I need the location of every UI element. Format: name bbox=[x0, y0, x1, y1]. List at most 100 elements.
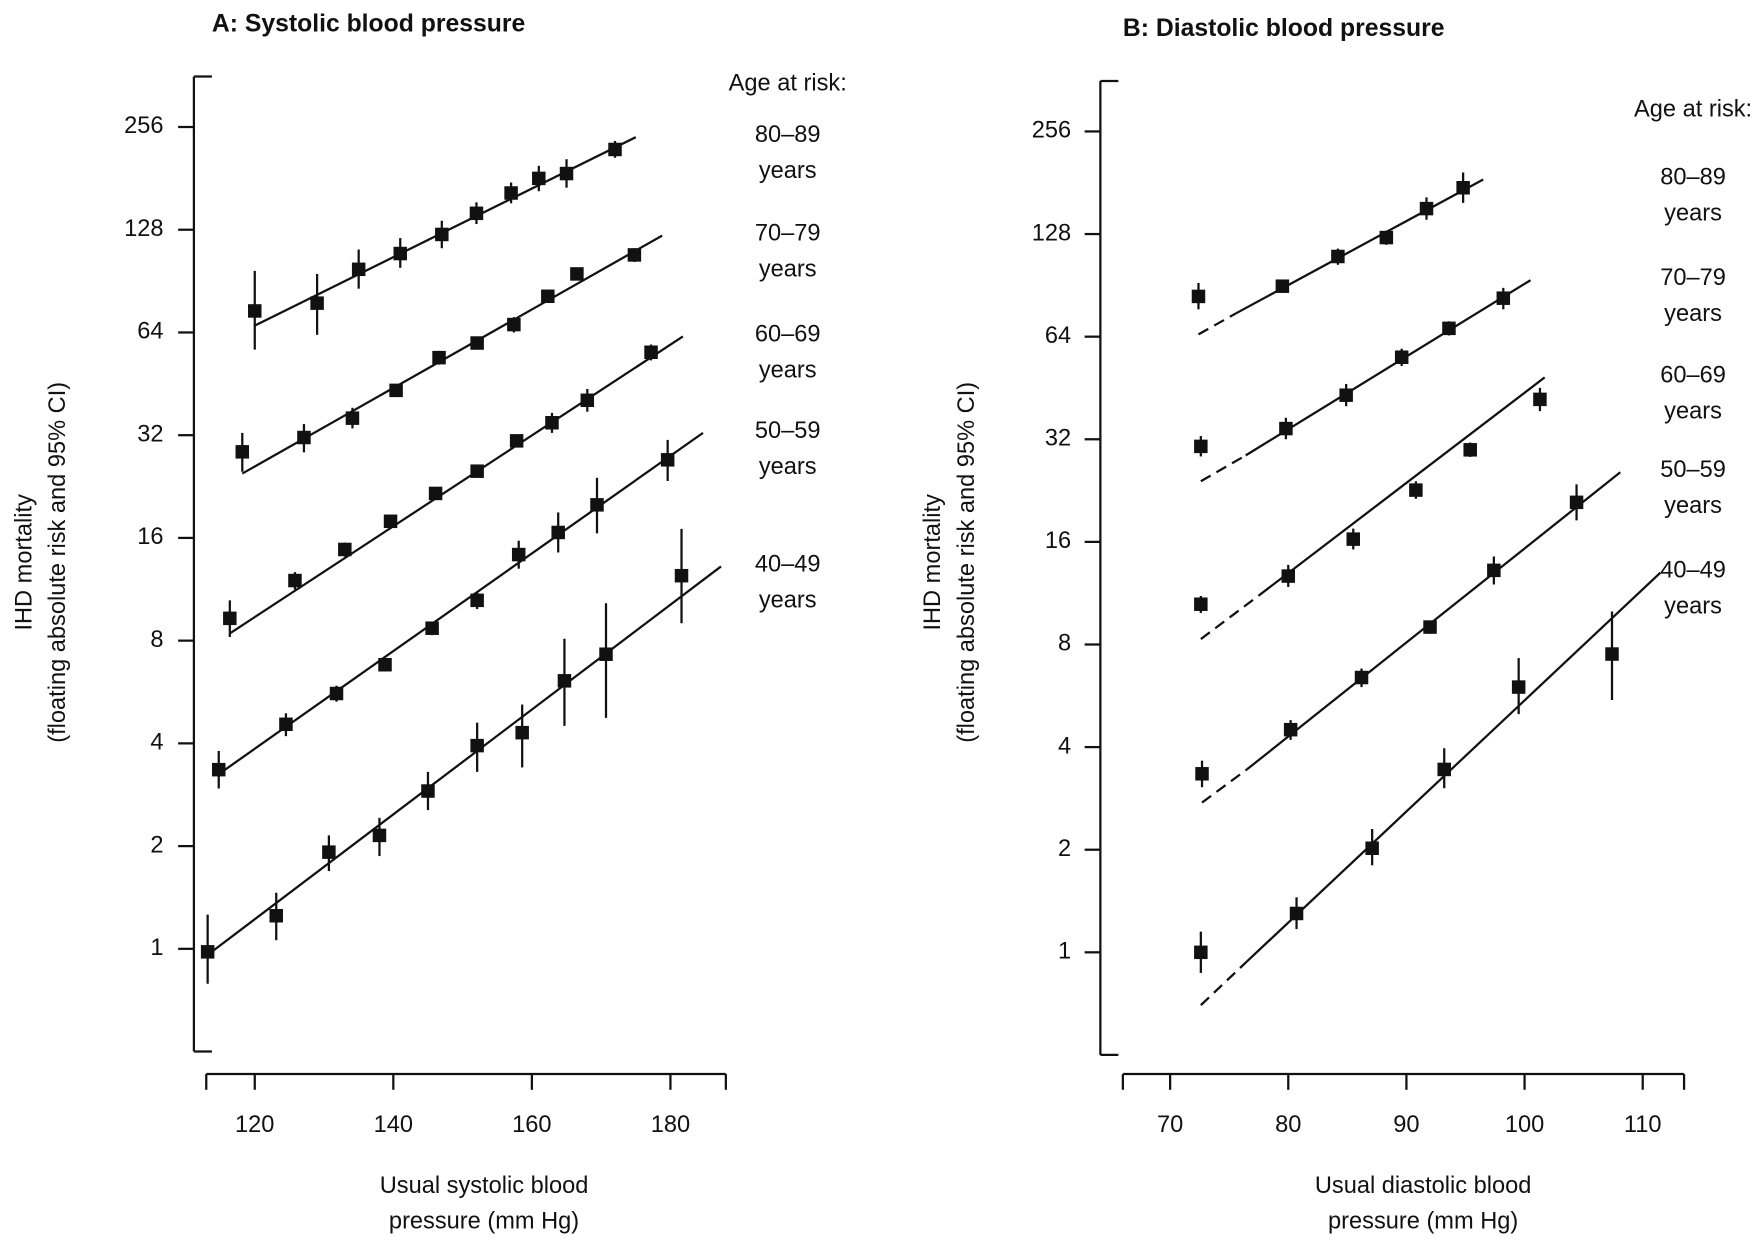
legend-label-line: years bbox=[1664, 493, 1722, 519]
marker bbox=[248, 304, 262, 318]
fit-line bbox=[241, 234, 663, 475]
fit-line bbox=[218, 431, 704, 776]
legend-label-line: 60–69 bbox=[755, 322, 821, 348]
legend-label-line: 80–89 bbox=[1660, 165, 1726, 191]
fit-line bbox=[206, 565, 722, 956]
marker bbox=[297, 430, 311, 445]
legend-label-line: years bbox=[759, 358, 817, 384]
legend-label-line: 40–49 bbox=[1660, 558, 1726, 584]
marker bbox=[1354, 670, 1369, 685]
legend-label-line: years bbox=[759, 588, 817, 614]
y-tick-label: 256 bbox=[124, 113, 163, 139]
legend-label: 80–89 years bbox=[755, 122, 821, 184]
marker bbox=[421, 784, 435, 798]
marker bbox=[235, 445, 250, 459]
marker bbox=[570, 267, 584, 281]
fit-line-dashed bbox=[1200, 454, 1247, 483]
x-tick-label: 120 bbox=[235, 1112, 274, 1138]
marker bbox=[425, 621, 439, 635]
y-tick-label: 128 bbox=[1032, 220, 1071, 246]
marker bbox=[428, 486, 443, 501]
legend-label-line: years bbox=[759, 454, 817, 480]
x-axis-label: Usual systolic blood bbox=[380, 1173, 589, 1199]
y-tick-label: 4 bbox=[150, 730, 163, 756]
marker bbox=[1195, 767, 1209, 781]
marker bbox=[590, 498, 604, 512]
legend-label-line: years bbox=[1664, 201, 1722, 227]
marker bbox=[532, 171, 546, 186]
legend-label: 70–79 years bbox=[1660, 265, 1726, 327]
x-tick-label: 100 bbox=[1505, 1112, 1544, 1138]
y-tick-label: 4 bbox=[1058, 733, 1071, 759]
y-tick-label: 2 bbox=[1058, 836, 1071, 862]
marker bbox=[470, 738, 484, 753]
y-tick-label: 16 bbox=[137, 524, 163, 550]
fit-line bbox=[229, 335, 684, 635]
legend-label: 60–69 years bbox=[1660, 363, 1726, 425]
marker bbox=[310, 296, 324, 310]
marker bbox=[511, 547, 526, 562]
fit-line bbox=[1245, 279, 1532, 457]
marker bbox=[470, 336, 484, 350]
marker bbox=[1533, 392, 1547, 407]
marker bbox=[557, 674, 572, 688]
marker bbox=[211, 762, 226, 777]
x-axis-label: pressure (mm Hg) bbox=[1328, 1209, 1518, 1235]
x-tick-label: 90 bbox=[1393, 1112, 1419, 1138]
marker bbox=[1191, 289, 1206, 304]
legend-title: Age at risk: bbox=[1634, 96, 1752, 122]
fit-line-dashed bbox=[1197, 312, 1237, 336]
legend-title: Age at risk: bbox=[729, 71, 847, 97]
marker bbox=[279, 717, 293, 732]
marker bbox=[338, 542, 352, 557]
y-tick-label: 8 bbox=[1058, 631, 1071, 657]
legend-label-line: 60–69 bbox=[1660, 363, 1726, 389]
y-tick-label: 32 bbox=[137, 421, 163, 447]
fit-line bbox=[1246, 571, 1662, 963]
marker bbox=[674, 568, 689, 583]
marker bbox=[470, 593, 484, 608]
marker bbox=[1281, 569, 1296, 583]
marker bbox=[644, 345, 658, 359]
marker bbox=[1409, 483, 1423, 497]
marker bbox=[1487, 563, 1501, 578]
marker bbox=[223, 611, 237, 626]
marker bbox=[515, 725, 529, 740]
legend-label-line: years bbox=[1664, 594, 1722, 620]
fit-line-dashed bbox=[1200, 593, 1261, 640]
marker bbox=[1194, 597, 1208, 611]
y-tick-label: 1 bbox=[150, 935, 163, 961]
marker bbox=[541, 289, 555, 304]
y-tick-label: 64 bbox=[137, 319, 163, 345]
marker bbox=[345, 411, 360, 425]
marker bbox=[1605, 647, 1619, 661]
x-tick-label: 160 bbox=[512, 1112, 551, 1138]
legend-label: 50–59 years bbox=[1660, 457, 1726, 519]
marker bbox=[269, 909, 283, 923]
legend-label-line: 50–59 bbox=[1660, 457, 1726, 483]
y-tick-label: 128 bbox=[124, 216, 163, 242]
legend-label-line: 70–79 bbox=[1660, 265, 1726, 291]
x-axis-label: Usual diastolic blood bbox=[1315, 1173, 1532, 1199]
y-axis-label: (floating absolute risk and 95% CI) bbox=[954, 382, 980, 743]
marker bbox=[627, 248, 642, 262]
marker bbox=[1331, 249, 1345, 264]
marker bbox=[608, 142, 622, 157]
legend-label: 60–69 years bbox=[755, 322, 821, 384]
marker bbox=[1456, 181, 1470, 195]
legend-label-line: years bbox=[759, 257, 817, 283]
marker bbox=[1346, 532, 1361, 546]
marker bbox=[580, 393, 595, 408]
legend-label-line: years bbox=[759, 158, 817, 184]
marker bbox=[1194, 439, 1208, 454]
marker bbox=[1442, 321, 1456, 336]
marker bbox=[545, 416, 559, 430]
y-axis-label: IHD mortality bbox=[920, 494, 946, 631]
y-tick-label: 16 bbox=[1045, 528, 1071, 554]
marker bbox=[200, 945, 215, 959]
marker bbox=[1511, 680, 1526, 694]
x-tick-label: 80 bbox=[1275, 1112, 1301, 1138]
marker bbox=[469, 206, 484, 221]
marker bbox=[1279, 421, 1293, 436]
